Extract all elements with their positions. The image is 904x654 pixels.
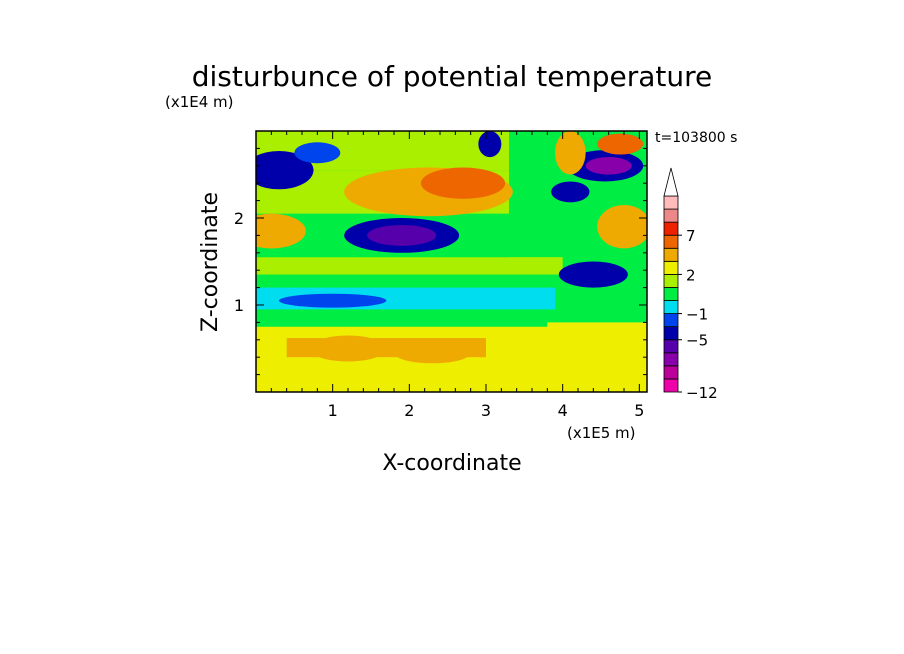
field-blob	[597, 204, 647, 249]
field-blob	[294, 142, 341, 164]
y-tick-label: 1	[234, 296, 244, 315]
x-axis-label: X-coordinate	[382, 451, 521, 476]
colorbar-swatch	[663, 247, 679, 262]
field-blob	[597, 133, 644, 155]
colorbar-swatch	[663, 326, 679, 341]
x-axis: 1 2 3 4 5	[270, 131, 644, 420]
chart-title: disturbunce of potential temperature	[192, 60, 713, 93]
heatmap-field	[256, 131, 647, 392]
colorbar-swatch	[663, 208, 679, 223]
colorbar-label: −12	[686, 384, 718, 402]
colorbar-swatch	[663, 365, 679, 380]
x-tick-label: 1	[328, 401, 338, 420]
colorbar-label: 2	[686, 266, 696, 284]
colorbar-swatch	[663, 273, 679, 288]
field-blob	[555, 131, 586, 175]
field-blob	[420, 167, 506, 199]
x-tick-label: 5	[634, 401, 644, 420]
field-blob	[367, 224, 437, 246]
colorbar-swatch	[663, 378, 679, 393]
colorbar-label: −5	[686, 332, 708, 350]
colorbar-extend-arrow	[663, 167, 679, 197]
field-blob	[551, 181, 590, 203]
colorbar-swatch	[663, 234, 679, 249]
colorbar-swatch	[663, 339, 679, 354]
y-axis-label: Z-coordinate	[198, 192, 223, 332]
field-blob	[309, 335, 387, 362]
colorbar-label: −1	[686, 306, 708, 324]
plot-frame	[255, 130, 648, 393]
colorbar-swatch	[663, 260, 679, 275]
colorbar-swatch	[663, 352, 679, 367]
x-tick-label: 4	[558, 401, 568, 420]
colorbar-swatch	[663, 221, 679, 236]
field-blob	[585, 157, 632, 175]
field-blob	[581, 271, 613, 286]
y-tick-label: 2	[234, 209, 244, 228]
field-blob	[279, 293, 387, 308]
field-band	[256, 257, 563, 275]
field-band	[256, 309, 548, 327]
x-tick-label: 2	[404, 401, 414, 420]
x-scale-label: (x1E5 m)	[567, 424, 636, 442]
colorbar-swatch	[663, 300, 679, 314]
colorbar-label: 7	[686, 227, 696, 245]
y-scale-label: (x1E4 m)	[165, 93, 234, 111]
colorbar-swatch	[663, 195, 679, 210]
field-blob	[256, 164, 276, 185]
field-blob	[478, 131, 502, 158]
field-blob	[256, 213, 306, 249]
colorbar: 7 2 −1 −5 −12	[663, 167, 718, 402]
x-tick-label: 3	[481, 401, 491, 420]
y-axis: 12	[234, 130, 647, 376]
time-label: t=103800 s	[655, 130, 737, 146]
colorbar-swatch	[663, 287, 679, 301]
field-blob	[394, 342, 471, 364]
colorbar-swatch	[663, 313, 679, 328]
